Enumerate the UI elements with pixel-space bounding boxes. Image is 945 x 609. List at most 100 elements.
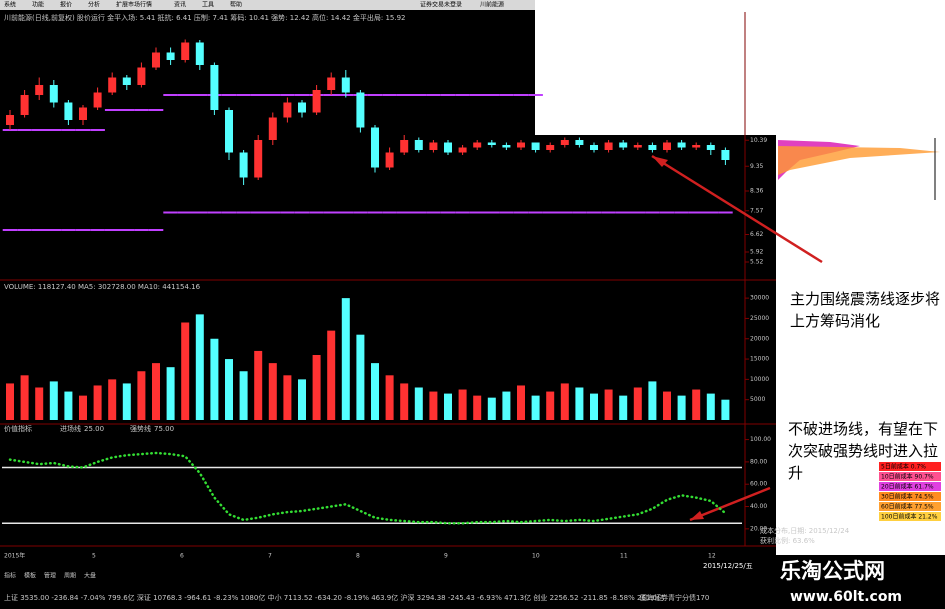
candle-body bbox=[502, 145, 511, 148]
candle-body bbox=[692, 145, 701, 148]
watermark-title: 乐淘公式网 bbox=[780, 559, 885, 583]
tab: 管理 bbox=[44, 572, 56, 580]
candle-body bbox=[487, 142, 496, 145]
chip-label: 20日前成本 61.7% bbox=[881, 483, 934, 491]
volume-bar bbox=[575, 387, 584, 420]
candle-body bbox=[633, 145, 642, 148]
volume-bar bbox=[152, 363, 160, 420]
volume-bar bbox=[487, 397, 496, 420]
chip-row bbox=[879, 492, 941, 501]
y-tick-label: 20.00 bbox=[750, 525, 767, 532]
date-label: 2015/12/25/五 bbox=[703, 562, 753, 570]
volume-bar bbox=[517, 385, 525, 420]
annotation: 不破进场线，有望在下次突破强势线时进入拉升 bbox=[788, 420, 939, 482]
candle-body bbox=[706, 145, 715, 150]
volume-bar bbox=[429, 391, 438, 420]
date-tick: 11 bbox=[620, 553, 628, 560]
y-tick-label: 25000 bbox=[750, 315, 769, 322]
volume-bar bbox=[692, 389, 701, 420]
volume-bar bbox=[502, 391, 511, 420]
indicator-line bbox=[8, 451, 727, 525]
arrow-head bbox=[690, 511, 704, 520]
tab: 大盘 bbox=[84, 572, 96, 580]
volume-bar bbox=[663, 391, 671, 420]
candle-body bbox=[108, 77, 117, 93]
y-tick-label: 80.00 bbox=[750, 458, 767, 465]
volume-bar bbox=[298, 379, 306, 420]
volume-bar bbox=[356, 334, 365, 420]
y-tick-label: 10000 bbox=[750, 376, 769, 383]
volume-bar bbox=[619, 395, 628, 420]
y-tick-label: 10.39 bbox=[750, 137, 767, 144]
menu-item: 报价 bbox=[60, 1, 72, 9]
y-tick-label: 15000 bbox=[750, 356, 769, 363]
ticker-right: 国海证券青宁分债170 bbox=[640, 593, 709, 602]
y-tick-label: 60.00 bbox=[750, 481, 767, 488]
chip-date: 成本分布,日期: 2015/12/24 bbox=[760, 526, 850, 535]
candle-body bbox=[341, 77, 350, 93]
menu-item: 资讯 bbox=[174, 1, 186, 9]
candle-body bbox=[648, 145, 657, 150]
candle-body bbox=[20, 95, 29, 115]
volume-bar bbox=[268, 363, 277, 420]
candle-body bbox=[721, 150, 730, 160]
volume-bar bbox=[531, 395, 540, 420]
candle-body bbox=[619, 142, 628, 148]
y-tick-label: 5.52 bbox=[750, 259, 764, 266]
candle-body bbox=[575, 140, 584, 145]
date-tick: 10 bbox=[532, 553, 540, 560]
reference-name: 强势线 bbox=[130, 424, 151, 433]
candle-body bbox=[400, 140, 409, 153]
watermark-url: www.60lt.com bbox=[790, 589, 902, 605]
reference-value: 25.00 bbox=[84, 425, 104, 433]
date-tick: 7 bbox=[268, 553, 272, 560]
blank-area bbox=[535, 0, 945, 135]
volume-bar bbox=[444, 393, 452, 420]
volume-bar bbox=[385, 375, 394, 420]
candle-body bbox=[517, 142, 525, 148]
candle-body bbox=[663, 142, 671, 150]
volume-bar bbox=[604, 389, 613, 420]
volume-bar bbox=[721, 399, 730, 420]
volume-bar bbox=[49, 381, 58, 420]
candle-body bbox=[283, 102, 292, 118]
volume-bar bbox=[239, 371, 248, 420]
menu-item: 帮助 bbox=[230, 1, 242, 9]
menu-item: 工具 bbox=[202, 2, 214, 9]
y-tick-label: 6.62 bbox=[750, 231, 764, 238]
candle-body bbox=[604, 142, 613, 150]
candle-body bbox=[546, 145, 555, 150]
candle-body bbox=[225, 110, 233, 153]
volume-bar bbox=[341, 298, 350, 420]
candle-body bbox=[312, 90, 321, 113]
info-line: 川前能源(日线,前复权) 股价运行 金平入场: 5.41 抵抗: 6.41 压制… bbox=[4, 13, 406, 22]
candle-body bbox=[166, 52, 175, 60]
chip-row bbox=[879, 512, 941, 521]
chip-label: 5日前成本 0.7% bbox=[881, 463, 926, 471]
candle-body bbox=[444, 142, 452, 153]
arrow bbox=[689, 486, 771, 522]
chip-label: 10日前成本 90.7% bbox=[881, 473, 934, 481]
candle-body bbox=[254, 140, 263, 178]
volume-bar bbox=[414, 387, 423, 420]
candle-body bbox=[531, 142, 540, 150]
volume-bar bbox=[181, 322, 190, 420]
y-tick-label: 5.92 bbox=[750, 249, 764, 256]
volume-bar bbox=[312, 355, 321, 420]
chip-profit: 获利比例: 63.6% bbox=[760, 536, 815, 545]
candle-body bbox=[35, 85, 44, 95]
volume-bar bbox=[458, 389, 467, 420]
reference-name: 进场线 bbox=[60, 424, 81, 433]
menu-item: 功能 bbox=[32, 1, 44, 9]
chip-label: 30日前成本 74.5% bbox=[881, 493, 934, 501]
volume-bar bbox=[677, 395, 686, 420]
watermark-bg bbox=[750, 555, 945, 609]
volume-bar bbox=[64, 391, 73, 420]
candle-body bbox=[414, 140, 423, 150]
volume-bar bbox=[6, 383, 14, 420]
candle-body bbox=[6, 115, 14, 125]
chip-row bbox=[879, 472, 941, 481]
menu-right: 证券交易未登录 bbox=[420, 1, 462, 9]
volume-bar bbox=[590, 393, 598, 420]
volume-bar bbox=[473, 395, 482, 420]
